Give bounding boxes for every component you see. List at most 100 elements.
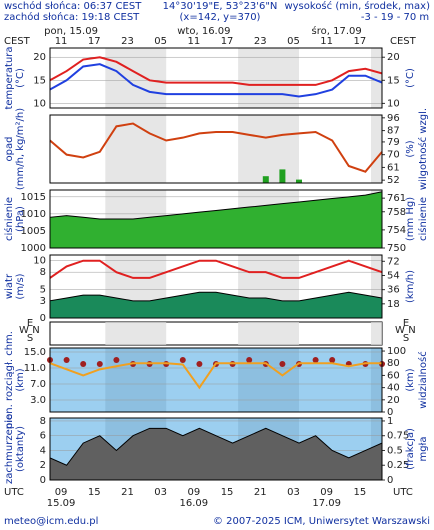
hour-bottom: 09 — [187, 487, 200, 498]
y2-tick-label: 758 — [387, 207, 406, 218]
y2-tick-label: 10 — [387, 98, 400, 109]
y2-tick-label: 79 — [387, 137, 400, 148]
dot — [196, 361, 203, 367]
y2-tick-label: 0.75 — [387, 431, 409, 442]
y2-axis-label: (mm Hg) — [405, 197, 416, 241]
night-band — [370, 348, 382, 412]
dot — [246, 357, 253, 363]
night-band — [238, 348, 299, 412]
y-tick-label: 20 — [33, 52, 46, 63]
wind-dir-label: S — [27, 333, 33, 344]
night-band — [105, 48, 167, 108]
y2-tick-label: 0.5 — [387, 445, 403, 456]
hour-bottom: 15 — [353, 487, 366, 498]
day-bottom: 17.09 — [312, 498, 341, 509]
panel-frame — [49, 417, 383, 481]
night-band — [370, 115, 382, 183]
y-axis-label: (mm/h, kg/m²/h) — [15, 108, 26, 190]
y2-axis-label: mgła — [418, 436, 429, 461]
sunset: zachód słońca: 19:18 CEST — [4, 11, 140, 23]
dot — [80, 361, 87, 367]
y2-tick-label: 15 — [387, 75, 400, 86]
y-tick-label: 11.0 — [24, 363, 46, 374]
y-tick-label: 8 — [40, 267, 46, 278]
y2-tick-label: 761 — [387, 193, 406, 204]
y-tick-label: 3 — [40, 296, 46, 307]
dot — [312, 357, 319, 363]
y-tick-label: 1000 — [21, 243, 46, 254]
y-axis-label: opad — [4, 137, 15, 162]
y-tick-label: 2 — [40, 460, 46, 471]
footer-email: meteo@icm.edu.pl — [4, 516, 98, 527]
wind-dir-label: E — [403, 318, 409, 329]
y2-tick-label: 750 — [387, 243, 406, 254]
hour-bottom: 21 — [254, 487, 267, 498]
y-axis-label: zachmurzenie — [4, 414, 15, 484]
y2-axis-label: (km/h) — [405, 270, 416, 303]
dot — [179, 357, 186, 363]
y-axis-label: wiatr — [4, 273, 15, 299]
sunrise: wschód słońca: 06:37 CEST — [4, 0, 142, 12]
hour-top: 11 — [187, 36, 200, 47]
y2-tick-label: 96 — [387, 113, 400, 124]
y-axis-label: (°C) — [15, 68, 26, 88]
footer-copyright: © 2007-2025 ICM, Uniwersytet Warszawski — [213, 516, 430, 527]
hour-top: 23 — [254, 36, 267, 47]
y-tick-label: 4 — [40, 445, 46, 456]
day-bottom: 15.09 — [47, 498, 76, 509]
tz-top-left: CEST — [4, 36, 31, 47]
panel-frame — [49, 254, 383, 319]
hour-top: 23 — [121, 36, 134, 47]
y2-axis-label: (%) — [405, 140, 416, 157]
wind-dir-label: S — [403, 333, 409, 344]
tz-bottom-right: UTC — [393, 487, 413, 498]
y2-axis-label: (frakcja) — [405, 428, 416, 470]
y-axis-label: ciśnienie — [3, 197, 15, 241]
y-tick-label: 3.0 — [30, 395, 46, 406]
hour-bottom: 15 — [88, 487, 101, 498]
y-axis-label: (km) — [15, 368, 26, 391]
coords: 14°30'19"E, 53°23'6"N — [163, 1, 278, 12]
area — [49, 191, 383, 249]
y-tick-label: 1005 — [21, 226, 46, 237]
panel-frame — [49, 47, 383, 109]
y2-tick-label: 70 — [387, 150, 400, 161]
night-band — [370, 48, 382, 108]
panel-frame — [49, 189, 383, 249]
y2-tick-label: 72 — [387, 256, 400, 267]
y-tick-label: 10 — [33, 98, 46, 109]
y2-tick-label: 54 — [387, 270, 400, 281]
y-axis-label: temperatura — [4, 46, 15, 109]
wind-dir-label: N — [32, 325, 39, 336]
y-tick-label: 15.0 — [24, 347, 46, 358]
y-axis-label: (oktanty) — [15, 426, 26, 472]
y2-tick-label: 36 — [387, 285, 400, 296]
y-tick-label: 8 — [40, 416, 46, 427]
y2-tick-label: 52 — [387, 175, 400, 186]
night-band — [105, 348, 167, 412]
night-band — [370, 322, 382, 345]
y-tick-label: 6 — [40, 431, 46, 442]
y-tick-label: 0 — [40, 475, 46, 486]
y2-axis-label: ciśnienie — [417, 197, 429, 241]
wind-dir-bg — [49, 321, 383, 346]
hour-bottom: 09 — [55, 487, 68, 498]
area — [49, 291, 383, 319]
y2-tick-label: 20 — [387, 395, 400, 406]
hour-bottom: 03 — [287, 487, 300, 498]
y2-tick-label: 40 — [387, 383, 400, 394]
panel-frame — [49, 114, 383, 184]
night-band — [238, 322, 299, 345]
dot — [279, 361, 286, 367]
hour-top: 05 — [154, 36, 167, 47]
y-tick-label: 5 — [40, 284, 46, 295]
grid-point: (x=142, y=370) — [180, 12, 261, 23]
hour-top: 17 — [88, 36, 101, 47]
line — [49, 56, 383, 86]
night-band — [105, 322, 167, 345]
line — [49, 362, 382, 390]
dot — [96, 361, 103, 367]
y2-axis-label: widzialność — [417, 351, 429, 408]
y-axis-label: (m/s) — [15, 273, 26, 299]
y-tick-label: 10 — [33, 256, 46, 267]
